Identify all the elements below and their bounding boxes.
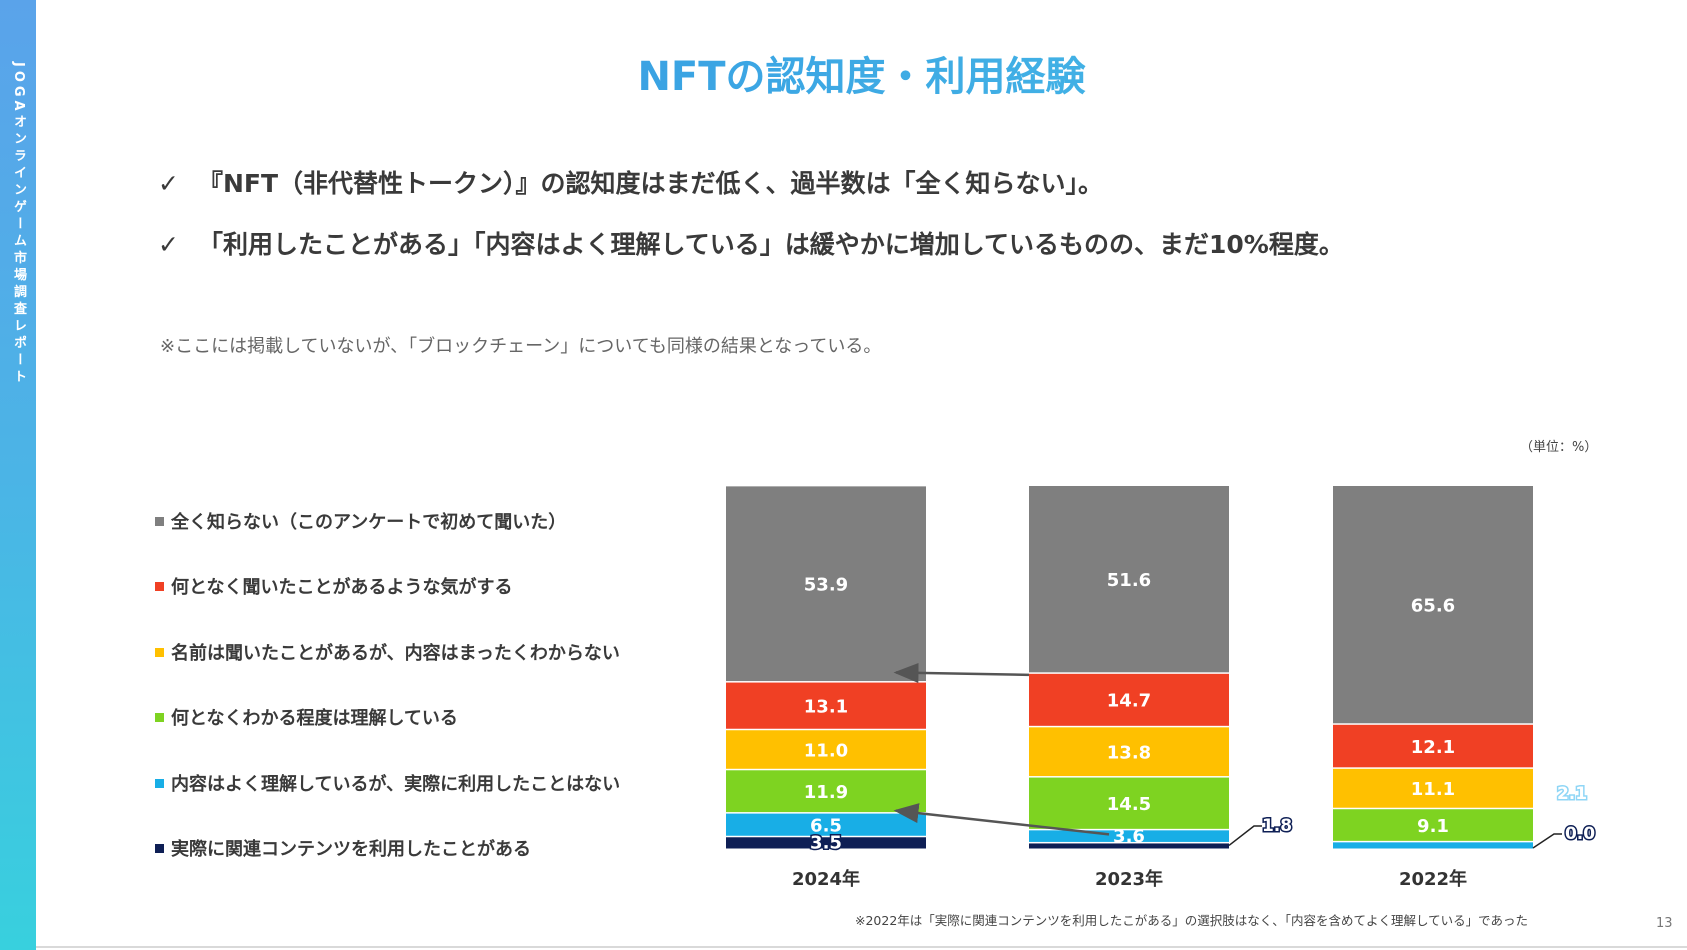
data-label: 3.6 xyxy=(1113,826,1145,847)
legend-item-used: 実際に関連コンテンツを利用したことがある xyxy=(155,835,531,861)
data-label: 2.1 xyxy=(1557,784,1587,804)
check-icon: ✓ xyxy=(158,169,179,198)
unit-label: （単位：%） xyxy=(1520,440,1598,455)
legend-label: 内容はよく理解しているが、実際に利用したことはない xyxy=(171,774,621,795)
bullet-2-text: 「利用したことがある」「内容はよく理解している」は緩やかに増加しているものの、ま… xyxy=(198,230,1344,259)
legend-swatch xyxy=(155,582,164,591)
data-label: 9.1 xyxy=(1417,816,1449,837)
bullet-1-text: 『NFT（非代替性トークン）』の認知度はまだ低く、過半数は「全く知らない」。 xyxy=(198,169,1104,198)
bar-segment xyxy=(726,730,926,769)
trend-arrow xyxy=(893,803,1110,836)
bar-segment xyxy=(1333,842,1533,849)
legend-item-understand-not-used: 内容はよく理解しているが、実際に利用したことはない xyxy=(155,770,620,796)
x-tick-label: 2022年 xyxy=(1399,868,1467,890)
legend-label: 何となくわかる程度は理解している xyxy=(171,708,458,729)
legend-swatch xyxy=(155,713,164,722)
sidebar-band: JOGAオンラインゲーム市場調査レポート xyxy=(0,0,36,950)
legend-swatch xyxy=(155,844,164,853)
bar-segment xyxy=(726,837,926,849)
data-label: 3.5 xyxy=(810,832,842,853)
data-label: 1.8 xyxy=(1262,816,1292,836)
data-label: 13.1 xyxy=(804,696,848,717)
leader-line xyxy=(1228,825,1262,847)
data-label: 14.7 xyxy=(1107,691,1151,712)
legend-item-name-only: 名前は聞いたことがあるが、内容はまったくわからない xyxy=(155,639,620,665)
trend-arrow xyxy=(893,662,1030,683)
legend-swatch xyxy=(155,517,164,526)
x-tick-label: 2024年 xyxy=(792,868,860,890)
data-label: 14.5 xyxy=(1107,794,1151,815)
leader-line xyxy=(1532,833,1562,849)
legend-swatch xyxy=(155,648,164,657)
data-label: 12.1 xyxy=(1411,737,1455,758)
legend-label: 全く知らない（このアンケートで初めて聞いた） xyxy=(171,512,567,533)
data-label: 11.9 xyxy=(804,782,848,803)
legend-label: 実際に関連コンテンツを利用したことがある xyxy=(171,839,531,860)
bar-segment xyxy=(1029,843,1229,849)
bottom-divider xyxy=(36,946,1687,948)
bar-segment xyxy=(1333,724,1533,768)
legend-label: 何となく聞いたことがあるような気がする xyxy=(171,577,513,598)
bar-segment xyxy=(1029,777,1229,829)
data-label: 6.5 xyxy=(810,815,842,836)
data-label: 11.0 xyxy=(804,740,848,761)
sidebar-report-title: JOGAオンラインゲーム市場調査レポート xyxy=(11,62,26,387)
check-icon: ✓ xyxy=(158,230,179,259)
bar-segment xyxy=(1333,768,1533,808)
data-label: 65.6 xyxy=(1411,595,1455,616)
data-label: 13.8 xyxy=(1107,742,1151,763)
bullet-1: ✓ 『NFT（非代替性トークン）』の認知度はまだ低く、過半数は「全く知らない」。 xyxy=(158,164,1103,200)
bar-segment xyxy=(726,682,926,729)
bar-segment xyxy=(1029,727,1229,777)
legend-item-vaguely-heard: 何となく聞いたことがあるような気がする xyxy=(155,573,512,599)
bar-segment xyxy=(1333,486,1533,724)
bar-segment xyxy=(726,770,926,813)
legend-swatch xyxy=(155,779,164,788)
data-label: 51.6 xyxy=(1107,570,1151,591)
legend-item-unknown: 全く知らない（このアンケートで初めて聞いた） xyxy=(155,508,566,534)
bar-segment xyxy=(1029,673,1229,726)
bar-segment xyxy=(1333,809,1533,841)
legend-item-somewhat-understand: 何となくわかる程度は理解している xyxy=(155,704,458,730)
bar-segment xyxy=(1029,486,1229,673)
footnote: ※2022年は「実際に関連コンテンツを利用したこがある」の選択肢はなく、「内容を… xyxy=(855,913,1529,928)
bullet-2: ✓ 「利用したことがある」「内容はよく理解している」は緩やかに増加しているものの、… xyxy=(158,225,1344,261)
bar-segment xyxy=(726,813,926,836)
data-label: 53.9 xyxy=(804,574,848,595)
data-label: 0.0 xyxy=(1565,824,1595,844)
x-tick-label: 2023年 xyxy=(1095,868,1163,890)
data-label: 11.1 xyxy=(1411,779,1455,800)
page-number: 13 xyxy=(1656,916,1673,931)
blockchain-note: ※ここには掲載していないが、「ブロックチェーン」についても同様の結果となっている… xyxy=(160,336,882,357)
bar-segment xyxy=(726,486,926,682)
legend-label: 名前は聞いたことがあるが、内容はまったくわからない xyxy=(171,643,620,664)
page-title: NFTの認知度・利用経験 xyxy=(36,44,1687,102)
bar-segment xyxy=(1029,830,1229,842)
